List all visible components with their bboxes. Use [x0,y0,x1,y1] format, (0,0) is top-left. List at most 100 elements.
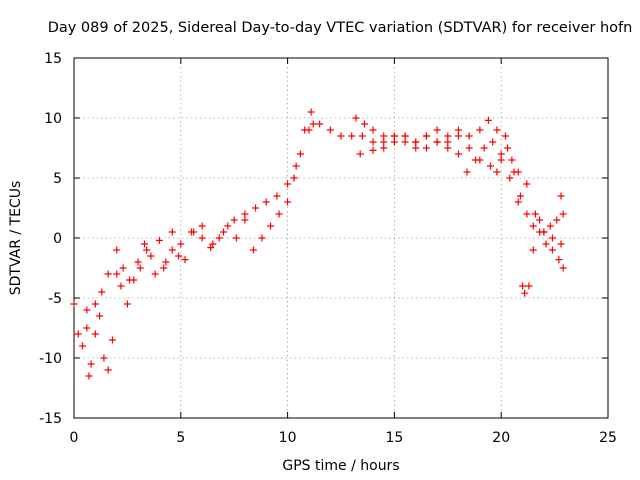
data-point [553,216,561,224]
data-point [241,216,249,224]
axis-ticks: 0 5 10 15 20 25 -15 -10 -5 0 5 10 15 [39,51,617,446]
data-point [444,144,452,152]
data-point [529,222,537,230]
data-point [487,162,495,170]
data-point [337,132,345,140]
data-point [348,132,356,140]
data-point [230,216,238,224]
data-point [273,192,281,200]
data-point [360,120,368,128]
x-tick-label: 20 [492,430,510,446]
data-point [454,126,462,134]
data-point [493,126,501,134]
data-point [480,144,488,152]
data-point [536,216,544,224]
y-tick-label: 0 [53,231,62,247]
data-point [85,372,93,380]
data-point [147,252,155,260]
data-point [548,246,556,254]
data-point [305,126,313,134]
data-point [70,300,78,308]
data-point [232,234,240,242]
data-point [296,150,304,158]
data-point [444,138,452,146]
data-point [168,228,176,236]
data-point [207,244,215,252]
data-point [422,144,430,152]
data-point [525,282,533,290]
data-point [140,240,148,248]
data-point [463,168,471,176]
data-point [546,222,554,230]
series [356,132,567,297]
data-layer [70,108,567,380]
x-tick-label: 25 [599,430,617,446]
data-point [198,222,206,230]
data-point [401,138,409,146]
x-axis-label: GPS time / hours [282,458,399,474]
data-point [104,270,112,278]
data-point [523,180,531,188]
data-point [380,132,388,140]
data-point [516,192,524,200]
y-axis-label: SDTVAR / TECUs [8,181,24,296]
data-point [241,210,249,218]
data-point [390,132,398,140]
data-point [83,324,91,332]
data-point [465,132,473,140]
data-point [177,240,185,248]
x-tick-label: 10 [279,430,297,446]
data-point [91,300,99,308]
data-point [100,354,108,362]
y-tick-label: 5 [53,171,62,187]
data-point [497,156,505,164]
data-point [220,228,228,236]
data-point [433,126,441,134]
data-point [249,246,257,254]
data-point [96,312,104,320]
data-point [123,300,131,308]
data-point [390,138,398,146]
data-point [465,144,473,152]
data-point [358,132,366,140]
data-point [136,264,144,272]
data-point [519,282,527,290]
data-point [501,132,509,140]
data-point [514,198,522,206]
data-point [143,246,151,254]
data-point [506,174,514,182]
data-point [542,240,550,248]
data-point [401,132,409,140]
data-point [181,256,189,264]
data-point [252,204,260,212]
data-point [484,116,492,124]
data-point [412,138,420,146]
data-point [523,210,531,218]
x-tick-label: 15 [385,430,403,446]
data-point [380,144,388,152]
data-point [559,210,567,218]
data-point [215,234,223,242]
y-tick-label: -10 [39,351,62,367]
data-point [369,138,377,146]
data-point [98,288,106,296]
data-point [412,144,420,152]
data-point [224,222,232,230]
data-point [209,240,217,248]
data-point [309,120,317,128]
data-point [168,246,176,254]
data-point [91,330,99,338]
data-point [292,162,300,170]
data-point [352,114,360,122]
data-point [472,156,480,164]
data-point [275,210,283,218]
data-point [369,146,377,154]
data-point [369,126,377,134]
data-point [444,132,452,140]
data-point [113,246,121,254]
data-point [151,270,159,278]
x-tick-label: 0 [70,430,79,446]
data-point [497,150,505,158]
